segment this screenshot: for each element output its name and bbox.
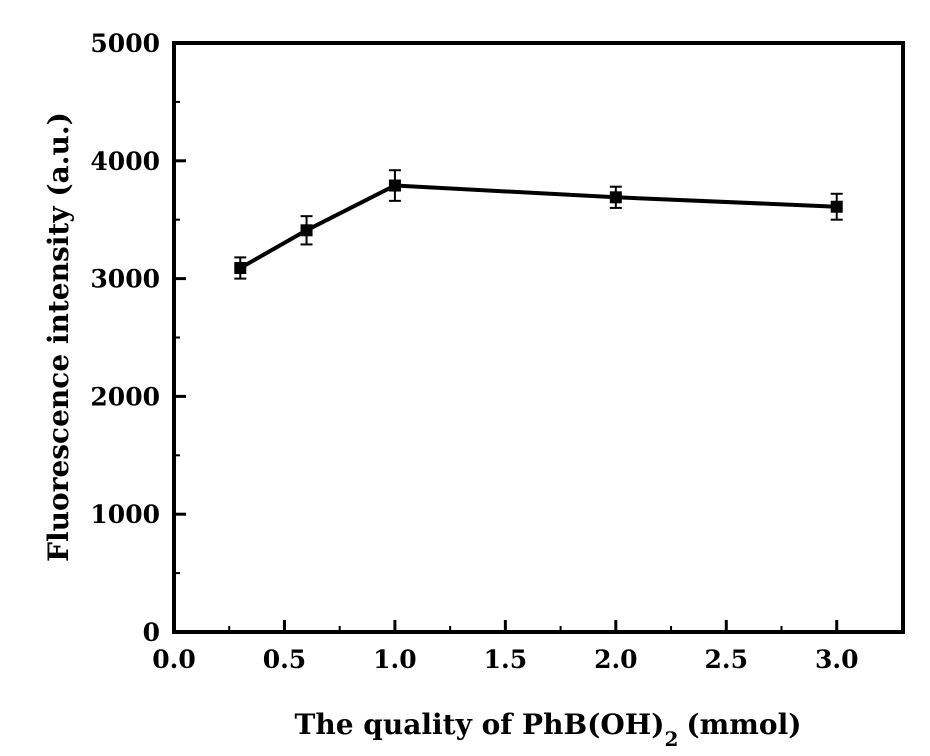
x-tick-labels: 0.0 0.5 1.0 1.5 2.0 2.5 3.0 [152, 645, 858, 674]
x-tick-label: 3.0 [815, 645, 859, 674]
data-point [388, 179, 401, 192]
y-tick-label: 0 [143, 618, 160, 647]
major-ticks [172, 41, 839, 634]
error-bars [234, 169, 843, 280]
x-axis-title: The quality of PhB(OH)2 (mmol) [295, 708, 802, 751]
plot-frame [172, 41, 905, 634]
y-tick-label: 2000 [90, 382, 160, 411]
x-tick-label: 2.0 [594, 645, 638, 674]
x-axis-title-subscript: 2 [664, 727, 678, 751]
y-tick-label: 3000 [90, 265, 160, 294]
y-axis-title: Fluorescence intensity (a.u.) [42, 112, 75, 562]
x-tick-label: 1.5 [484, 645, 528, 674]
data-markers [234, 179, 843, 274]
data-point [609, 191, 622, 204]
minor-ticks [174, 100, 783, 632]
y-tick-label: 1000 [90, 500, 160, 529]
x-tick-label: 2.5 [705, 645, 749, 674]
series-line [239, 183, 837, 270]
x-tick-label: 0.5 [263, 645, 307, 674]
data-point [234, 261, 247, 274]
x-axis-title-main: The quality of PhB(OH) [295, 708, 665, 741]
data-point [830, 200, 843, 213]
data-point [300, 224, 313, 237]
y-tick-label: 5000 [90, 29, 160, 58]
x-axis-title-unit: (mmol) [686, 708, 801, 741]
y-tick-label: 4000 [90, 147, 160, 176]
x-tick-label: 1.0 [373, 645, 417, 674]
y-tick-labels: 0 1000 2000 3000 4000 5000 [90, 29, 160, 647]
x-tick-label: 0.0 [152, 645, 196, 674]
